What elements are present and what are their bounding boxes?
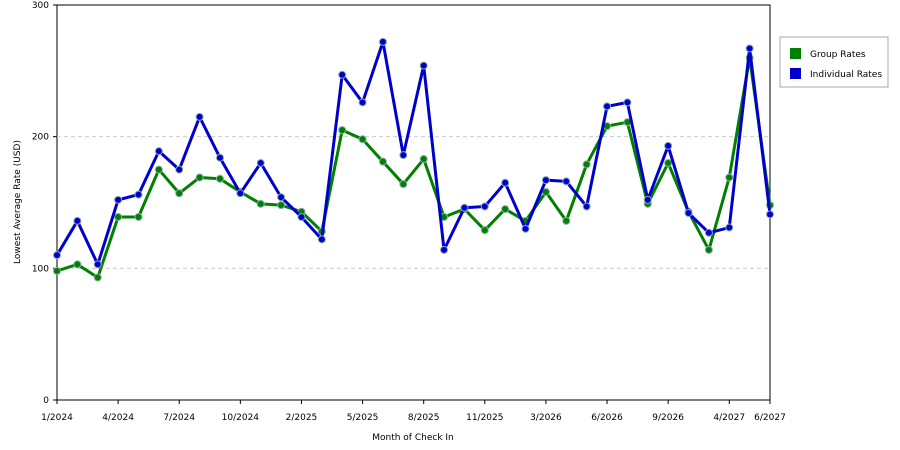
data-point xyxy=(358,98,367,107)
legend-label: Group Rates xyxy=(810,50,866,60)
data-point xyxy=(297,212,306,221)
x-tick-label: 5/2025 xyxy=(347,413,379,423)
data-point xyxy=(93,260,102,269)
data-point xyxy=(236,189,245,198)
legend-swatch xyxy=(790,68,801,79)
data-point xyxy=(399,180,408,189)
data-point xyxy=(725,173,734,182)
data-point xyxy=(664,159,673,167)
data-point xyxy=(501,178,510,187)
data-point xyxy=(623,98,632,107)
plot-frame xyxy=(56,4,771,401)
x-tick-label: 11/2025 xyxy=(466,413,503,423)
data-point xyxy=(643,195,652,204)
x-tick-label: 6/2027 xyxy=(754,413,786,423)
data-point xyxy=(745,44,754,53)
data-point xyxy=(195,112,204,121)
data-point xyxy=(562,177,571,186)
data-point xyxy=(664,141,673,150)
data-point xyxy=(582,160,591,169)
data-point xyxy=(175,189,184,198)
y-tick-label: 0 xyxy=(43,396,49,406)
data-point xyxy=(684,209,693,218)
data-point xyxy=(215,153,224,162)
data-point xyxy=(399,151,408,160)
x-tick-label: 1/2024 xyxy=(41,413,73,423)
data-point xyxy=(419,155,428,164)
data-point xyxy=(521,224,530,233)
data-point xyxy=(725,223,734,232)
y-tick-label: 100 xyxy=(32,264,49,274)
data-point xyxy=(134,212,143,221)
data-point xyxy=(704,228,713,237)
data-point xyxy=(195,173,204,182)
data-point xyxy=(73,260,82,269)
data-point xyxy=(766,210,774,219)
data-point xyxy=(154,147,163,156)
y-axis-label: Lowest Average Rate (USD) xyxy=(13,140,23,264)
data-point xyxy=(378,37,387,46)
data-point xyxy=(501,205,510,214)
data-point xyxy=(358,135,367,144)
y-tick-label: 300 xyxy=(32,1,49,11)
data-point xyxy=(277,201,286,210)
legend-swatch xyxy=(790,48,801,59)
series-line xyxy=(56,56,772,280)
data-point xyxy=(338,70,347,79)
x-tick-label: 10/2024 xyxy=(222,413,260,423)
data-point xyxy=(53,251,61,260)
data-point xyxy=(704,245,713,254)
x-tick-label: 3/2026 xyxy=(530,413,562,423)
data-point xyxy=(562,216,571,225)
x-axis-label: Month of Check In xyxy=(372,433,454,443)
data-point xyxy=(215,174,224,183)
data-point xyxy=(53,266,61,275)
data-point xyxy=(114,212,123,221)
data-point xyxy=(338,126,347,135)
data-point xyxy=(175,165,184,174)
data-point xyxy=(256,159,265,167)
data-point xyxy=(317,235,326,244)
data-point xyxy=(378,157,387,166)
x-tick-label: 6/2026 xyxy=(591,413,623,423)
data-point xyxy=(114,195,123,204)
data-point xyxy=(277,193,286,202)
data-point xyxy=(582,202,591,211)
data-point xyxy=(134,190,143,199)
data-point xyxy=(419,61,428,70)
x-tick-label: 4/2027 xyxy=(713,413,745,423)
y-tick-label: 200 xyxy=(32,133,49,143)
x-tick-label: 9/2026 xyxy=(652,413,684,423)
data-point xyxy=(154,165,163,174)
data-point xyxy=(73,216,82,225)
x-tick-label: 2/2025 xyxy=(286,413,318,423)
data-point xyxy=(480,226,489,235)
data-point xyxy=(460,203,469,212)
series-line xyxy=(55,40,772,266)
data-point xyxy=(256,199,265,208)
data-point xyxy=(93,273,102,282)
legend-label: Individual Rates xyxy=(810,70,882,80)
data-point xyxy=(440,245,449,254)
data-point xyxy=(541,176,550,185)
data-point xyxy=(480,202,489,211)
x-tick-label: 4/2024 xyxy=(102,413,134,423)
x-tick-label: 7/2024 xyxy=(163,413,195,423)
x-tick-label: 8/2025 xyxy=(408,413,440,423)
data-point xyxy=(603,102,612,111)
